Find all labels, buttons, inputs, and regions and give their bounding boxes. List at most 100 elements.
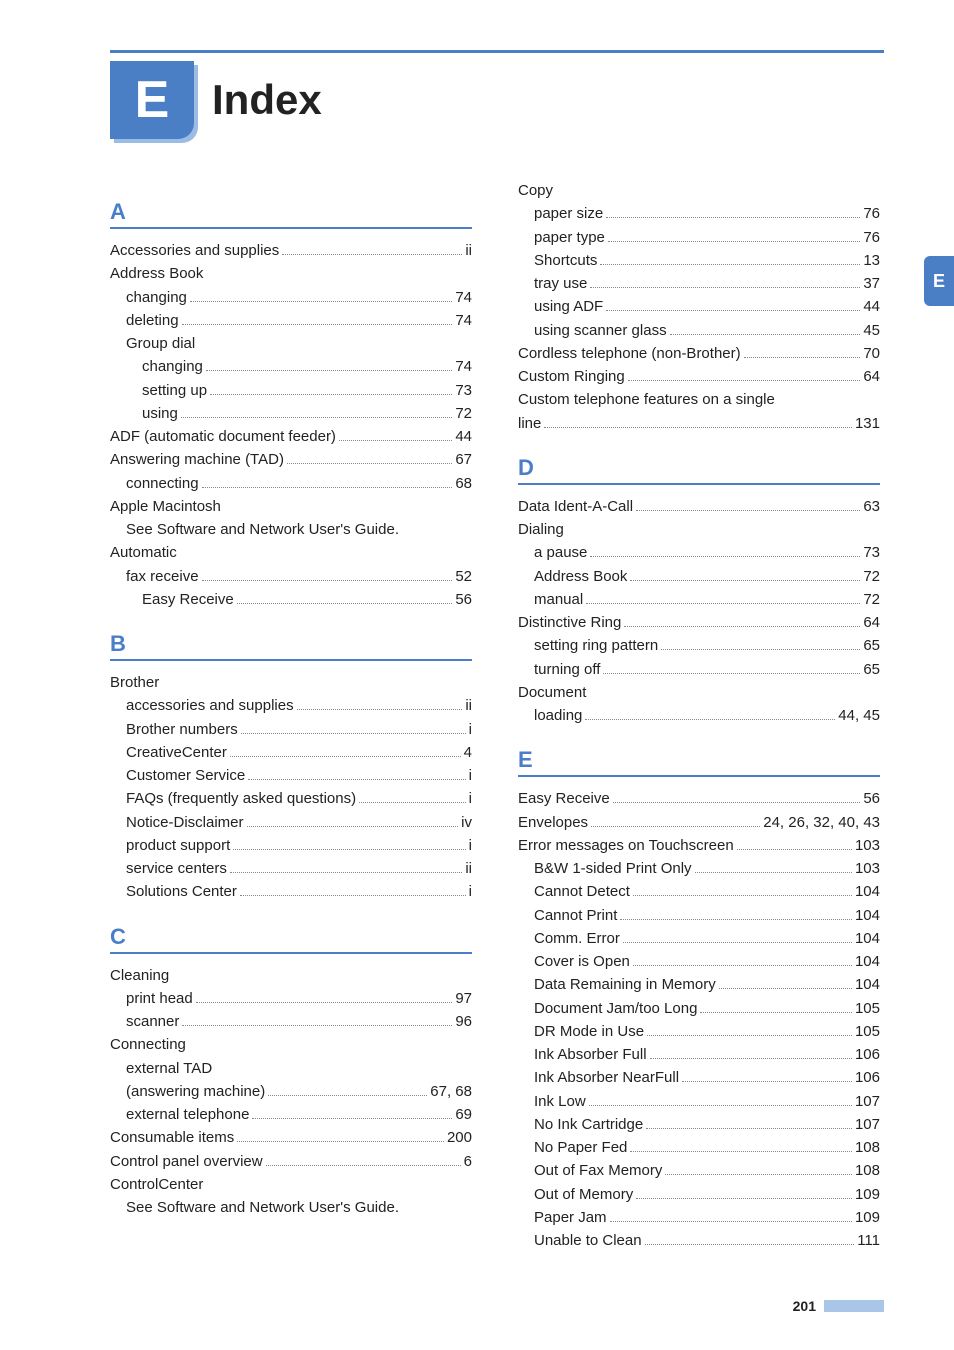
index-entry-label: setting ring pattern [534, 634, 658, 657]
leader-dots [544, 427, 852, 428]
leader-dots [202, 580, 453, 581]
leader-dots [240, 895, 466, 896]
index-entry: Cleaning [110, 964, 472, 987]
leader-dots [282, 254, 462, 255]
index-entry-label: changing [126, 286, 187, 309]
index-entry-label: product support [126, 834, 230, 857]
index-entry-label: Brother numbers [126, 718, 238, 741]
index-entry: paper size 76 [518, 202, 880, 225]
index-entry: Distinctive Ring 64 [518, 611, 880, 634]
index-entry-page: ii [465, 857, 472, 880]
index-entry: product support i [110, 834, 472, 857]
section-letter: A [110, 199, 472, 225]
index-entry: Error messages on Touchscreen 103 [518, 834, 880, 857]
index-entry-label: external telephone [126, 1103, 249, 1126]
index-entry: CreativeCenter 4 [110, 741, 472, 764]
leader-dots [182, 324, 453, 325]
index-entry-label: service centers [126, 857, 227, 880]
leader-dots [210, 394, 452, 395]
index-entry: Ink Low 107 [518, 1090, 880, 1113]
index-entry-label: using ADF [534, 295, 603, 318]
index-entry-page: 97 [455, 987, 472, 1010]
index-entry-page: 96 [455, 1010, 472, 1033]
index-entry-page: 106 [855, 1066, 880, 1089]
index-entry: Document [518, 681, 880, 704]
index-entry-page: i [469, 764, 472, 787]
leader-dots [628, 380, 861, 381]
index-entry: Custom Ringing 64 [518, 365, 880, 388]
leader-dots [359, 802, 466, 803]
leader-dots [181, 417, 452, 418]
leader-dots [590, 287, 860, 288]
index-entry: fax receive 52 [110, 565, 472, 588]
index-entry-page: i [469, 718, 472, 741]
index-entry: No Ink Cartridge 107 [518, 1113, 880, 1136]
index-entry-label: connecting [126, 472, 199, 495]
leader-dots [241, 733, 466, 734]
index-entry-label: using scanner glass [534, 319, 667, 342]
index-entry-page: 67, 68 [430, 1080, 472, 1103]
index-entry-page: i [469, 880, 472, 903]
index-entry-label: Answering machine (TAD) [110, 448, 284, 471]
index-entry-label: Customer Service [126, 764, 245, 787]
leader-dots [737, 849, 852, 850]
index-entry-label: FAQs (frequently asked questions) [126, 787, 356, 810]
index-entry-page: i [469, 787, 472, 810]
footer: 201 [793, 1298, 884, 1314]
index-entry-label: Dialing [518, 518, 564, 541]
index-entry-page: 104 [855, 950, 880, 973]
leader-dots [206, 370, 452, 371]
index-entry-page: 108 [855, 1136, 880, 1159]
index-entry-page: 104 [855, 880, 880, 903]
index-entry-page: 44, 45 [838, 704, 880, 727]
index-entry-label: using [142, 402, 178, 425]
leader-dots [247, 826, 459, 827]
index-entry: Address Book 72 [518, 565, 880, 588]
index-entry-page: 108 [855, 1159, 880, 1182]
index-entry: scanner 96 [110, 1010, 472, 1033]
index-entry-page: 74 [455, 309, 472, 332]
leader-dots [248, 779, 465, 780]
index-entry-label: Custom Ringing [518, 365, 625, 388]
leader-dots [636, 1198, 852, 1199]
leader-dots [633, 895, 852, 896]
index-entry-page: 104 [855, 927, 880, 950]
index-entry: line 131 [518, 412, 880, 435]
index-entry: Connecting [110, 1033, 472, 1056]
index-entry-label: Document [518, 681, 586, 704]
index-entry: Notice-Disclaimer iv [110, 811, 472, 834]
index-entry-label: See Software and Network User's Guide. [126, 518, 399, 541]
index-entry-label: turning off [534, 658, 600, 681]
index-entry-label: Ink Low [534, 1090, 586, 1113]
index-entry: Brother numbers i [110, 718, 472, 741]
leader-dots [600, 264, 860, 265]
right-column: Copypaper size 76paper type 76Shortcuts … [518, 179, 880, 1252]
index-entry-page: 65 [863, 634, 880, 657]
index-entry-label: Document Jam/too Long [534, 997, 697, 1020]
leader-dots [650, 1058, 852, 1059]
index-entry-label: Cordless telephone (non-Brother) [518, 342, 741, 365]
index-entry: See Software and Network User's Guide. [110, 1196, 472, 1219]
index-entry: Comm. Error 104 [518, 927, 880, 950]
page-number: 201 [793, 1298, 816, 1314]
index-entry-page: 104 [855, 904, 880, 927]
index-entry: Data Remaining in Memory 104 [518, 973, 880, 996]
index-entry-label: Automatic [110, 541, 177, 564]
leader-dots [297, 709, 463, 710]
index-entry: FAQs (frequently asked questions) i [110, 787, 472, 810]
leader-dots [682, 1081, 852, 1082]
leader-dots [339, 440, 452, 441]
index-entry: Group dial [110, 332, 472, 355]
index-entry: Accessories and supplies ii [110, 239, 472, 262]
index-entry: deleting 74 [110, 309, 472, 332]
index-entry: Shortcuts 13 [518, 249, 880, 272]
index-entry: changing 74 [110, 355, 472, 378]
index-entry-label: scanner [126, 1010, 179, 1033]
page: E Index AAccessories and supplies iiAddr… [0, 0, 954, 1350]
index-entry: ADF (automatic document feeder) 44 [110, 425, 472, 448]
leader-dots [719, 988, 852, 989]
index-entry-page: 52 [455, 565, 472, 588]
index-entry: paper type 76 [518, 226, 880, 249]
index-entry-page: 76 [863, 202, 880, 225]
index-entry-label: paper type [534, 226, 605, 249]
